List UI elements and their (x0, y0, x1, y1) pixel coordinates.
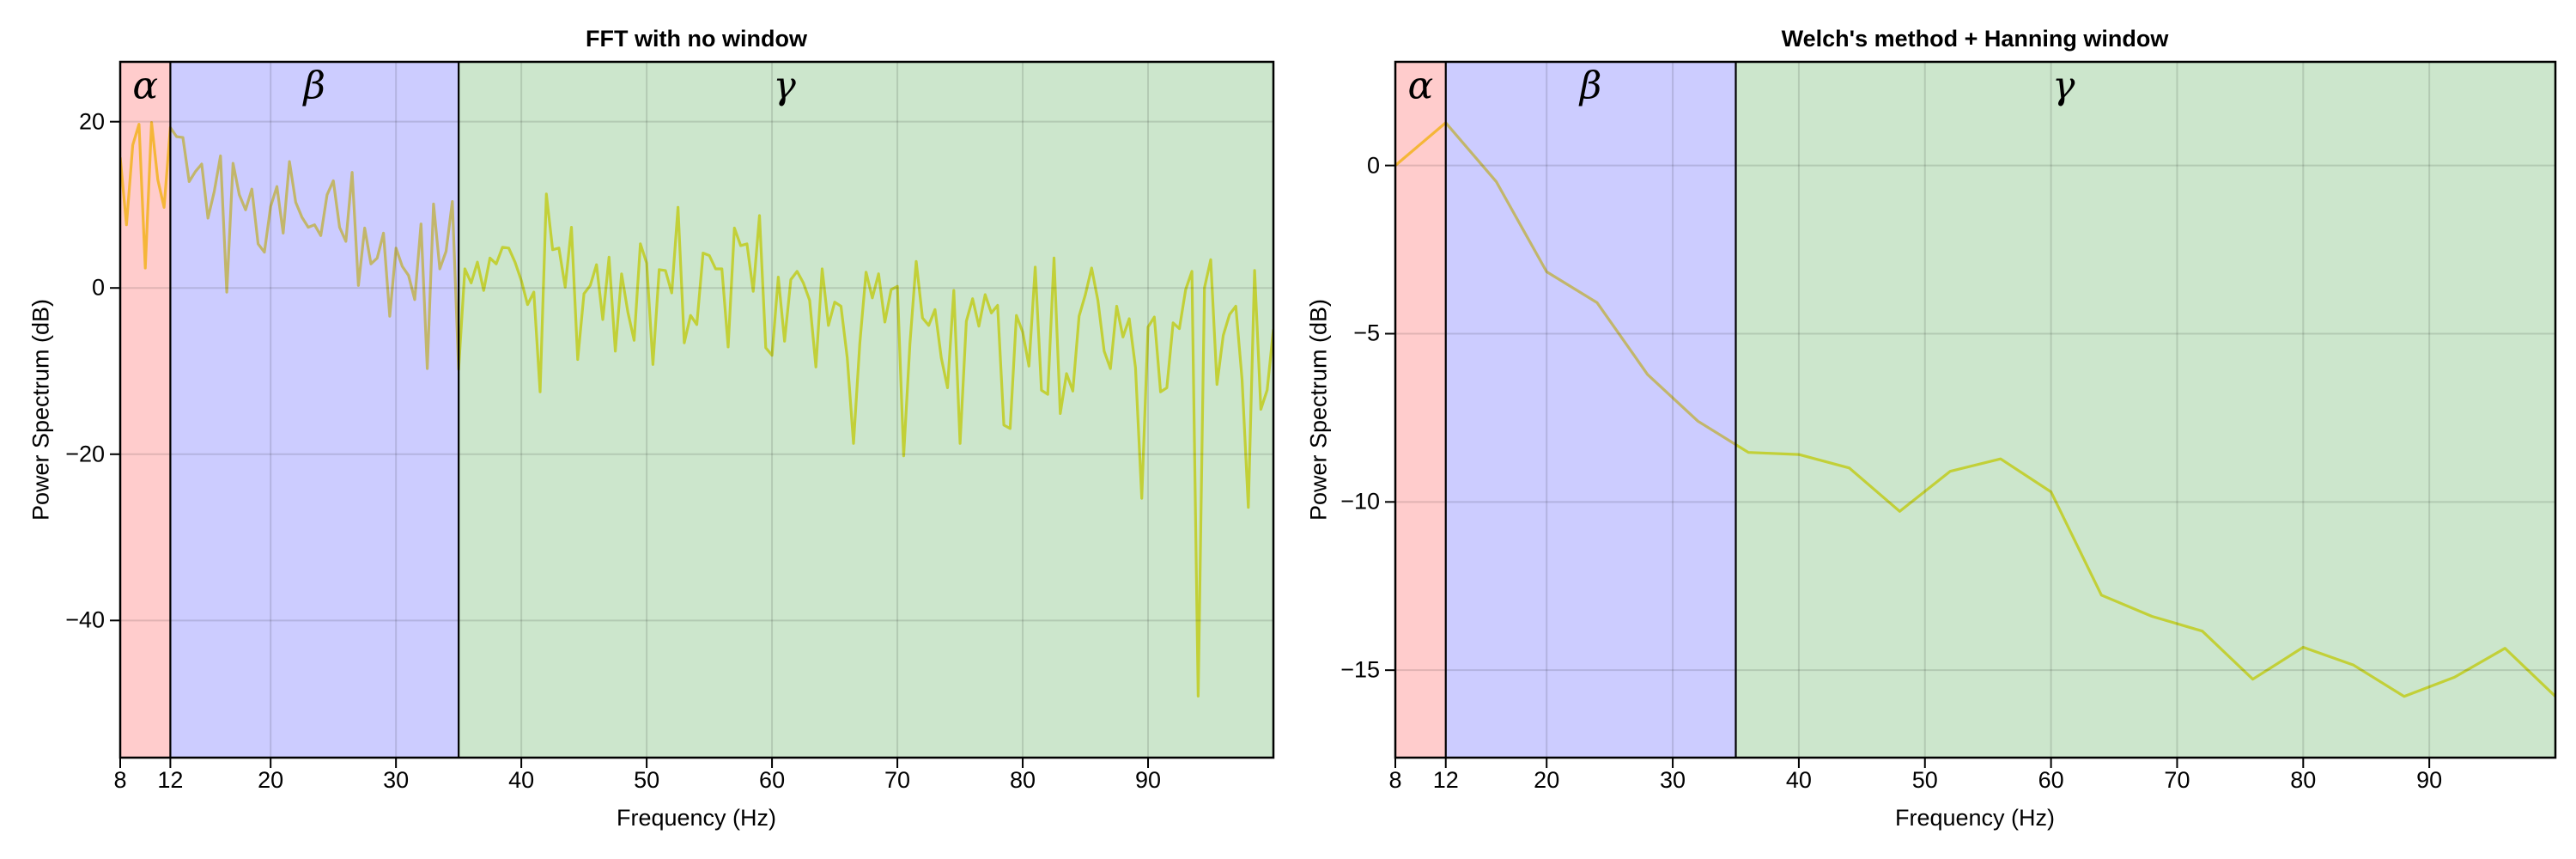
alpha-band (120, 62, 171, 758)
y-tick-label: −40 (65, 606, 105, 633)
x-tick-label: 20 (1534, 767, 1560, 793)
x-tick-label: 50 (634, 767, 660, 793)
x-tick-label: 30 (383, 767, 410, 793)
alpha-band-label: α (1407, 64, 1434, 108)
beta-band-label: β (1579, 64, 1602, 108)
y-tick-label: 20 (78, 108, 105, 135)
fft-panel: FFT with no window Power Spectrum (dB) F… (28, 26, 1275, 831)
axes-frame (118, 60, 1275, 759)
x-tick-label: 90 (1134, 767, 1162, 793)
x-tick-label: 20 (258, 767, 284, 793)
x-tick-label: 60 (759, 767, 786, 793)
x-tick-label: 50 (1911, 767, 1938, 793)
power-spectrum-line (120, 121, 1273, 698)
plot-area (110, 60, 1275, 768)
gamma-band (1735, 62, 2555, 758)
x-tick-label: 80 (1010, 767, 1036, 793)
gamma-band (459, 62, 1273, 758)
x-tick-label: 30 (1660, 767, 1686, 793)
alpha-band-label: α (132, 64, 159, 108)
y-tick-label: −5 (1353, 320, 1380, 346)
x-axis-label: Frequency (Hz) (616, 805, 777, 831)
x-tick-label: 60 (2038, 767, 2064, 793)
y-tick-label: −10 (1340, 488, 1380, 515)
x-tick-label: 80 (2290, 767, 2317, 793)
y-tick-label: 0 (91, 274, 105, 301)
x-tick-label: 8 (113, 767, 127, 793)
x-tick-label: 40 (1785, 767, 1812, 793)
beta-band (1445, 62, 1736, 758)
y-tick-label: −20 (65, 441, 105, 467)
gamma-band-label: γ (2052, 64, 2075, 108)
x-tick-label: 8 (1388, 767, 1402, 793)
x-tick-label: 70 (2164, 767, 2190, 793)
chart-title: Welch's method + Hanning window (1781, 26, 2169, 52)
y-tick-label: 0 (1366, 152, 1380, 179)
beta-band-label: β (303, 64, 325, 108)
beta-band (170, 62, 459, 758)
y-tick-label: −15 (1340, 656, 1380, 683)
x-tick-label: 70 (884, 767, 911, 793)
power-spectrum-line (1395, 121, 2555, 698)
axes-frame (1394, 60, 2557, 759)
x-tick-label: 90 (2416, 767, 2443, 793)
x-axis-label: Frequency (Hz) (1894, 805, 2056, 831)
gamma-band-label: γ (773, 64, 796, 108)
x-tick-label: 40 (508, 767, 535, 793)
x-tick-label: 12 (1432, 767, 1459, 793)
alpha-band (1395, 62, 1446, 758)
chart-title: FFT with no window (586, 26, 807, 52)
x-tick-label: 12 (157, 767, 184, 793)
